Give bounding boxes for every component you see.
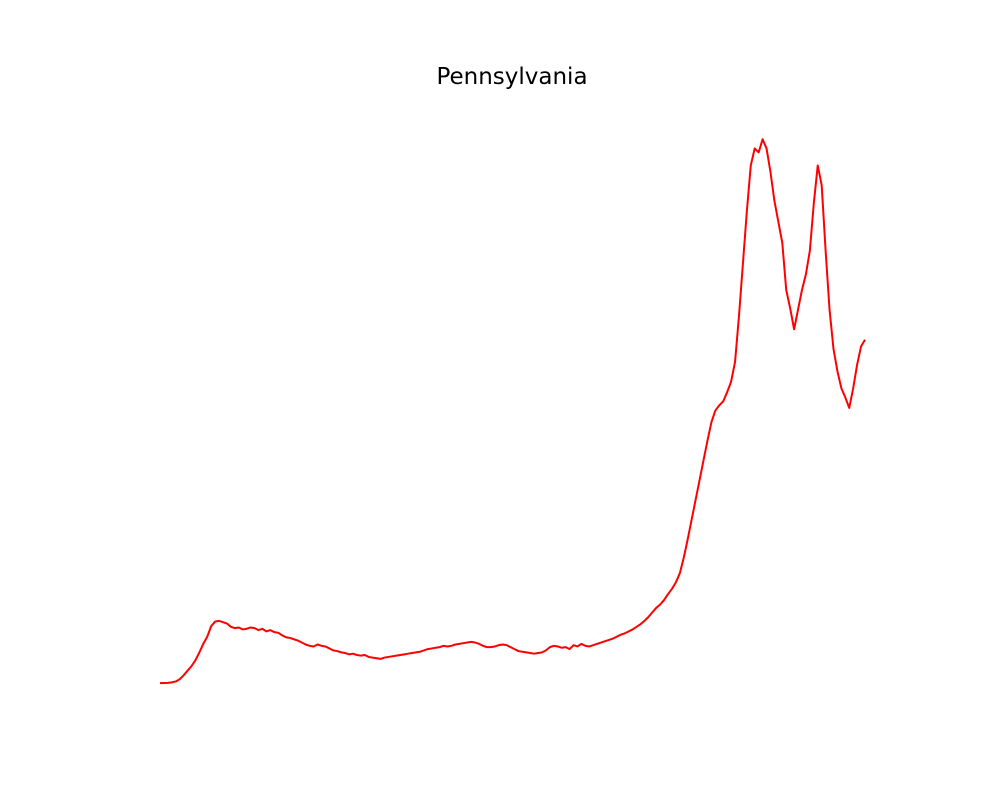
- series-layer: [159, 138, 866, 685]
- chart-title: Pennsylvania: [436, 64, 588, 90]
- series-line-0: [159, 138, 866, 685]
